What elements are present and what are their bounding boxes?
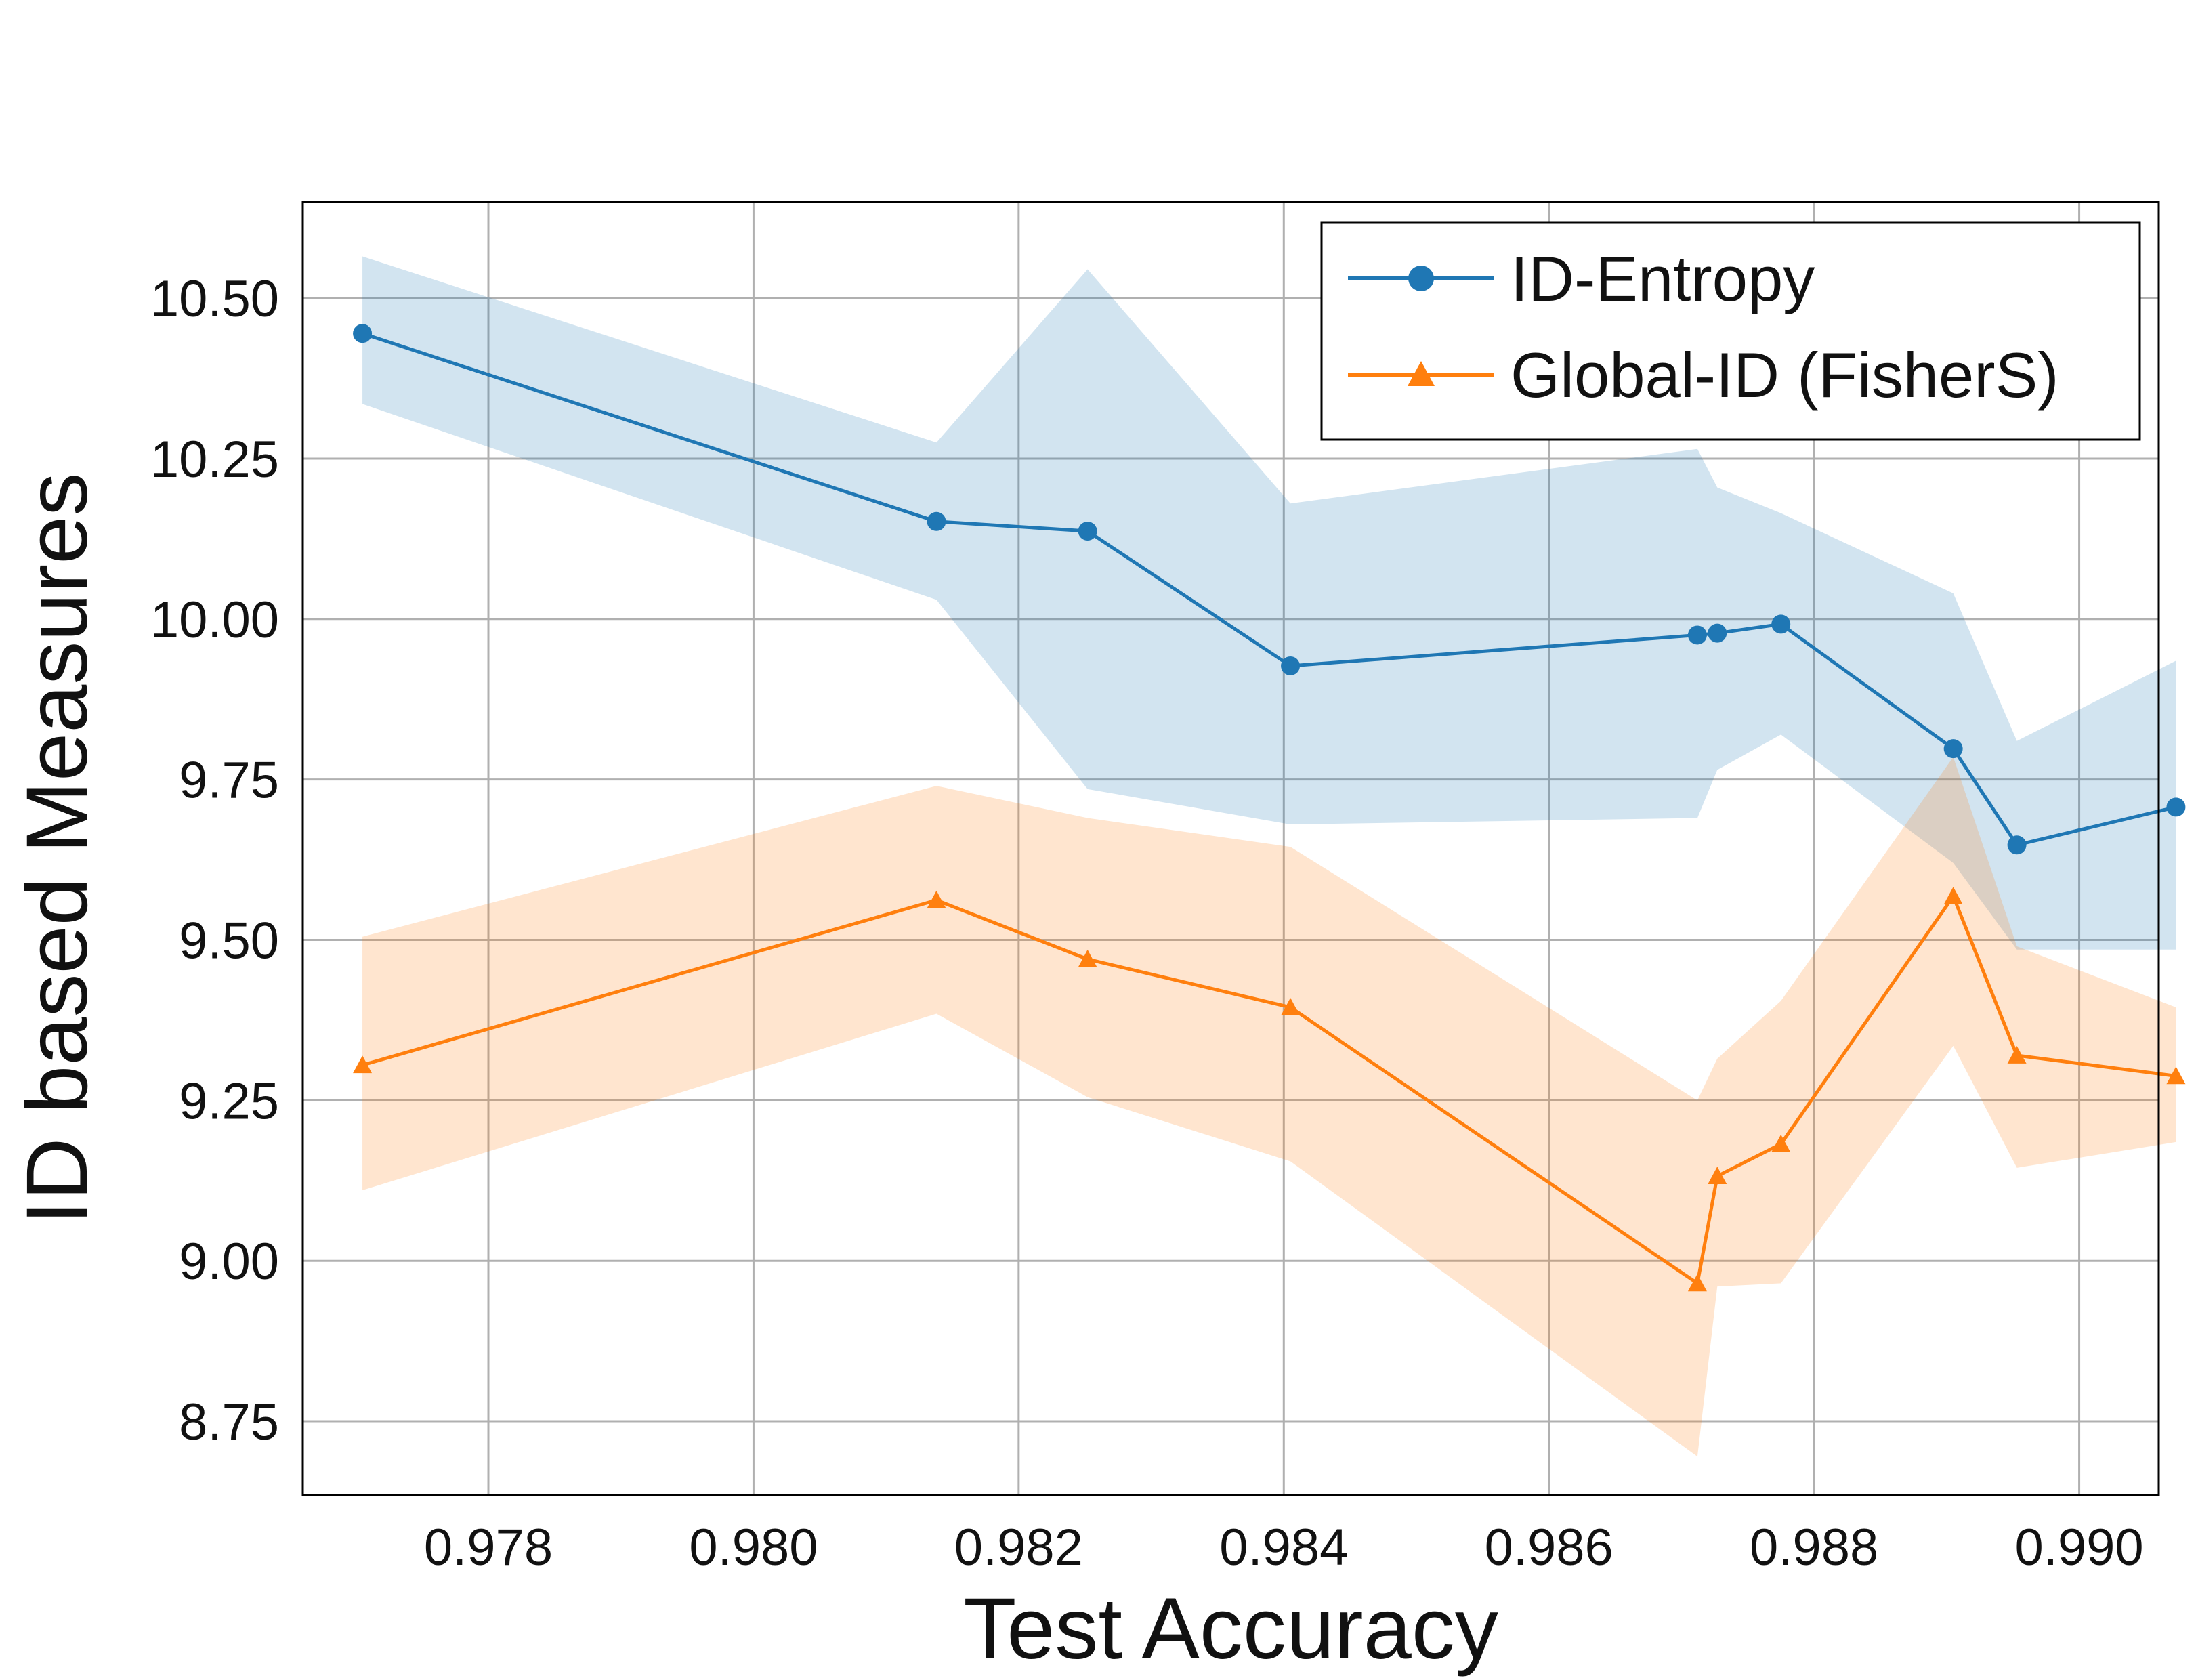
legend-label-id-entropy: ID-Entropy [1511, 243, 1815, 314]
y-axis-title: ID based Measures [9, 473, 106, 1225]
point-global-id-fishers [1687, 1274, 1707, 1292]
y-tick-label: 9.50 [179, 912, 279, 970]
y-tick-labels: 8.75 9.00 9.25 9.50 9.75 10.00 10.25 10.50 [150, 270, 279, 1451]
plot-frame [301, 201, 2160, 1496]
legend-marker-global-id [1408, 361, 1435, 386]
x-tick-label: 0.982 [954, 1519, 1083, 1576]
point-id-entropy [1281, 656, 1301, 675]
x-tick-label: 0.988 [1750, 1519, 1878, 1576]
x-axis-title: Test Accuracy [963, 1580, 1498, 1677]
point-global-id-fishers [2007, 1046, 2027, 1064]
point-id-entropy [1708, 623, 1727, 643]
point-global-id-fishers [1281, 997, 1301, 1015]
point-id-entropy [1771, 614, 1791, 634]
x-tick-label: 0.978 [424, 1519, 553, 1576]
y-tick-label: 10.00 [150, 591, 279, 649]
point-global-id-fishers [927, 890, 946, 908]
x-tick-label: 0.986 [1485, 1519, 1613, 1576]
series-lines [362, 331, 2177, 1285]
y-tick-label: 10.25 [150, 431, 279, 488]
grid [303, 202, 2159, 1495]
y-tick-label: 9.75 [179, 752, 279, 810]
x-tick-label: 0.980 [689, 1519, 818, 1576]
point-global-id-fishers [2166, 1066, 2186, 1085]
x-tick-labels: 0.978 0.980 0.982 0.984 0.986 0.988 0.990 [424, 1519, 2144, 1576]
x-tick-label: 0.990 [2014, 1519, 2143, 1576]
series-markers [353, 324, 2186, 1292]
point-id-entropy [1687, 625, 1707, 645]
point-id-entropy [353, 324, 373, 343]
band-global-id-fishers [362, 757, 2176, 1457]
y-tick-label: 9.25 [179, 1072, 279, 1130]
line-id-entropy [362, 331, 2177, 847]
y-tick-label: 10.50 [150, 270, 279, 328]
line-global-id-fishers [362, 894, 2176, 1285]
point-global-id-fishers [1943, 887, 1963, 904]
point-global-id-fishers [353, 1055, 373, 1074]
point-id-entropy [1078, 522, 1097, 541]
point-global-id-fishers [1708, 1167, 1727, 1185]
legend: ID-Entropy Global-ID (FisherS) [1320, 221, 2141, 441]
point-id-entropy [1943, 739, 1963, 759]
confidence-bands [362, 256, 2176, 1457]
point-id-entropy [2166, 797, 2186, 817]
legend-box [1320, 221, 2141, 441]
point-id-entropy [2007, 835, 2027, 855]
legend-label-global-id: Global-ID (FisherS) [1511, 339, 2059, 411]
y-tick-label: 9.00 [179, 1233, 279, 1290]
point-global-id-fishers [1078, 949, 1097, 967]
legend-marker-id-entropy [1408, 266, 1434, 291]
point-id-entropy [927, 511, 946, 531]
band-id-entropy [362, 256, 2176, 950]
point-global-id-fishers [1771, 1134, 1791, 1152]
y-tick-label: 8.75 [179, 1393, 279, 1451]
x-tick-label: 0.984 [1219, 1519, 1348, 1576]
